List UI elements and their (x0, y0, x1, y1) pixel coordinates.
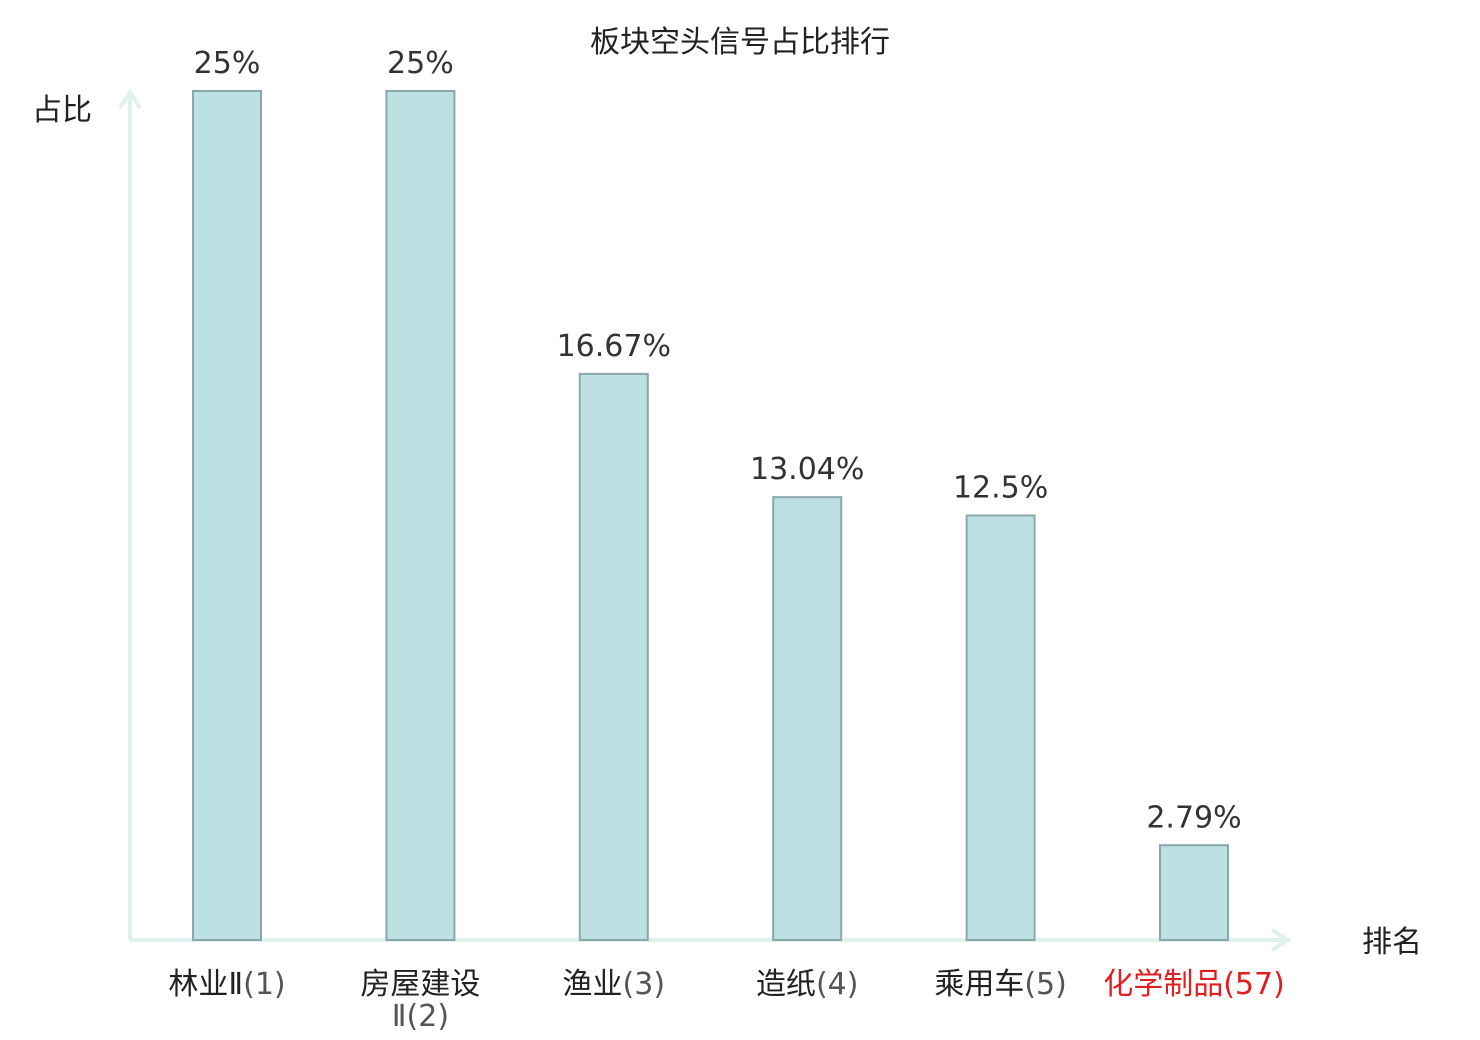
value-label-1: 25% (194, 46, 261, 81)
category-label-3: 渔业(3) (563, 967, 666, 1002)
category-label-5: 乘用车(5) (934, 967, 1067, 1002)
chart-title: 板块空头信号占比排行 (590, 25, 890, 60)
x-axis-arrow (1270, 928, 1292, 952)
value-label-5: 12.5% (953, 471, 1048, 506)
bar-1 (192, 90, 262, 941)
category-label-6: 化学制品(57) (1103, 967, 1285, 1002)
value-label-6: 2.79% (1146, 800, 1241, 835)
y-axis-arrow (118, 88, 142, 110)
value-label-4: 13.04% (750, 452, 864, 487)
category-labels-group: 林业Ⅱ(1) 房屋建设 Ⅱ(2) 渔业(3) 造纸(4) 乘用车(5) 化学制品(57) (168, 967, 1284, 1034)
category-label-1: 林业Ⅱ(1) (168, 967, 285, 1002)
value-labels-group: 25% 25% 16.67% 13.04% 12.5% 2.79% (194, 46, 1242, 835)
category-label-4: 造纸(4) (756, 967, 859, 1002)
bar-2 (385, 90, 456, 941)
bars-group (192, 90, 1229, 942)
bar-4 (772, 496, 843, 941)
category-label-2: 房屋建设 Ⅱ(2) (360, 967, 480, 1034)
x-axis-label: 排名 (1362, 925, 1422, 960)
y-axis-label: 占比 (32, 93, 92, 128)
bar-3 (578, 372, 649, 942)
bar-6 (1159, 844, 1229, 941)
bar-5 (965, 514, 1036, 941)
value-label-2: 25% (387, 46, 454, 81)
value-label-3: 16.67% (557, 329, 671, 364)
